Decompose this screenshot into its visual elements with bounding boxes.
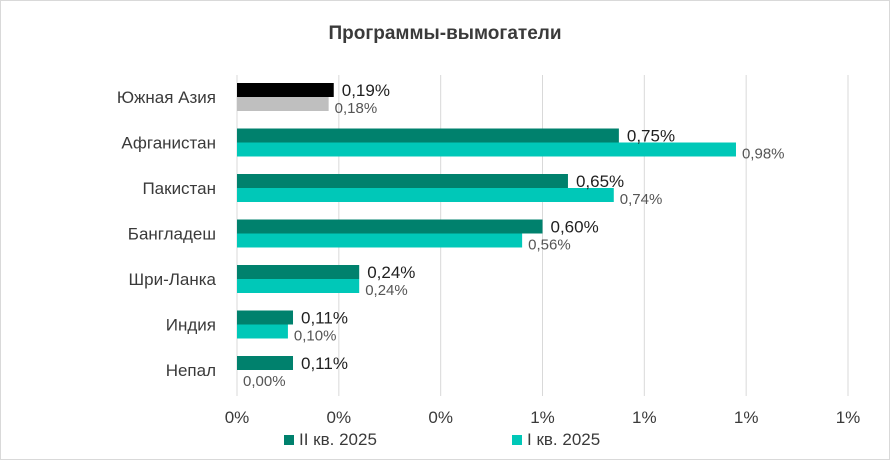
x-tick-label: 0% (428, 408, 453, 427)
data-label-q1: 0,00% (243, 373, 286, 390)
category-label: Афганистан (121, 134, 216, 153)
data-label-q2: 0,19% (342, 81, 390, 100)
legend-label: II кв. 2025 (299, 430, 377, 449)
data-label-q2: 0,75% (627, 127, 675, 146)
data-label-q2: 0,11% (301, 354, 348, 373)
data-label-q2: 0,60% (551, 218, 599, 237)
x-tick-label: 0% (327, 408, 352, 427)
category-labels: Южная Азия Афганистан Пакистан Бангладеш Шри… (117, 88, 217, 380)
bar-q2 (237, 265, 360, 279)
data-label-q1: 0,10% (294, 328, 337, 345)
data-label-q1: 0,24% (365, 282, 408, 299)
bar-q1 (237, 324, 288, 339)
category-label: Бангладеш (128, 225, 216, 244)
data-label-q1: 0,74% (620, 191, 663, 208)
bar-q2 (237, 219, 543, 234)
category-label: Индия (166, 316, 216, 335)
legend-swatch (512, 435, 522, 445)
legend: II кв. 2025 I кв. 2025 (284, 430, 600, 449)
legend-label: I кв. 2025 (527, 430, 600, 449)
bar-q2 (237, 310, 294, 325)
x-tick-label: 1% (632, 408, 657, 427)
x-axis-ticks: 0% 0% 0% 1% 1% 1% 1% (225, 408, 861, 427)
bar-q1 (237, 97, 329, 111)
data-label-q2: 0,65% (576, 172, 624, 191)
x-tick-label: 1% (530, 408, 555, 427)
data-label-q1: 0,98% (742, 146, 785, 163)
data-labels: 0,19%0,18% 0,75% 0,98% 0,65%0,74% 0,60%0,56%… (243, 81, 785, 390)
bar-q1 (237, 279, 360, 293)
x-tick-label: 1% (836, 408, 861, 427)
category-label: Непал (166, 361, 216, 380)
category-label: Пакистан (142, 179, 216, 198)
bars (237, 83, 736, 370)
bar-q1 (237, 142, 736, 157)
bar-q2 (237, 174, 568, 188)
bar-q2 (237, 83, 334, 97)
category-label: Южная Азия (117, 88, 216, 107)
data-label-q1: 0,56% (528, 237, 571, 254)
data-label-q2: 0,24% (367, 263, 415, 282)
bar-q2 (237, 128, 619, 143)
bar-q1 (237, 188, 614, 202)
category-label: Шри-Ланка (129, 270, 217, 289)
data-label-q2: 0,11% (301, 309, 348, 328)
chart-title: Программы-вымогатели (328, 23, 561, 44)
x-tick-label: 1% (734, 408, 759, 427)
legend-swatch (284, 435, 294, 445)
x-tick-label: 0% (225, 408, 250, 427)
bar-q2 (237, 356, 294, 370)
bar-q1 (237, 233, 523, 248)
data-label-q1: 0,18% (335, 100, 378, 117)
